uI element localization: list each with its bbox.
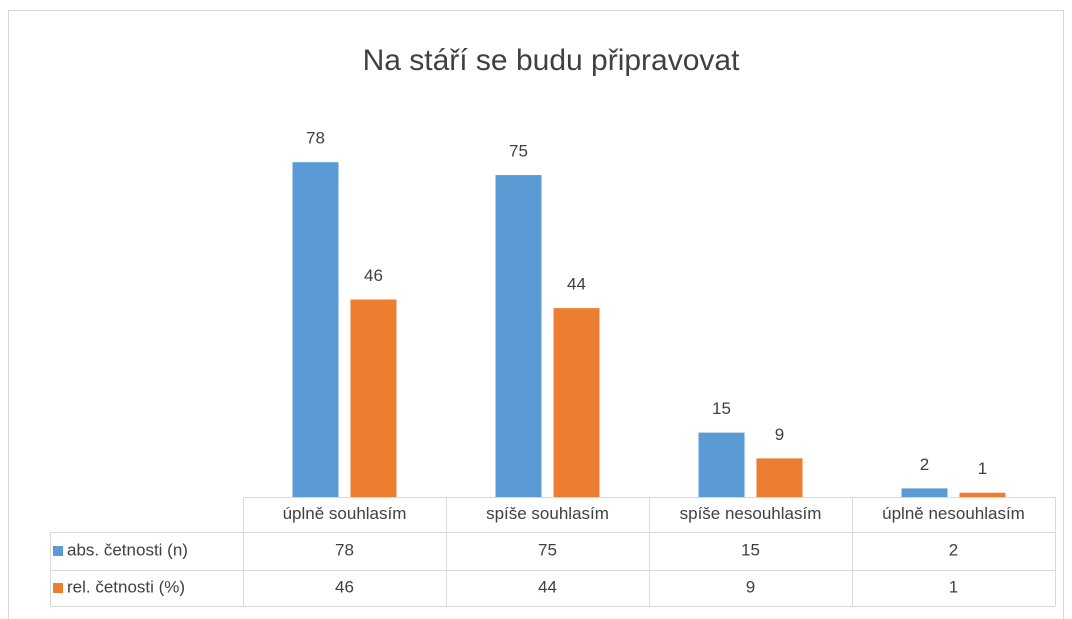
bar xyxy=(959,492,1006,497)
table-value: 75 xyxy=(538,540,557,559)
data-label: 78 xyxy=(306,129,325,148)
table-value: 9 xyxy=(746,577,755,596)
x-tick-label: úplně souhlasím xyxy=(283,504,407,523)
table-value: 15 xyxy=(741,540,760,559)
bar xyxy=(495,175,542,497)
data-label: 2 xyxy=(920,455,929,474)
data-label: 9 xyxy=(775,425,784,444)
bar xyxy=(698,432,745,497)
table-value: 2 xyxy=(949,540,958,559)
legend-key xyxy=(53,583,63,593)
table-value: 44 xyxy=(538,577,557,596)
bar xyxy=(901,488,948,497)
x-tick-label: úplně nesouhlasím xyxy=(882,504,1025,523)
table-value: 78 xyxy=(335,540,354,559)
x-tick-label: spíše nesouhlasím xyxy=(680,504,822,523)
legend-label: abs. četnosti (n) xyxy=(67,540,188,559)
data-label: 44 xyxy=(567,275,586,294)
x-tick-label: spíše souhlasím xyxy=(486,504,609,523)
data-label: 46 xyxy=(364,266,383,285)
legend-key xyxy=(53,546,63,556)
data-label: 1 xyxy=(978,459,987,478)
bar xyxy=(553,308,600,497)
data-label: 75 xyxy=(509,142,528,161)
bar xyxy=(756,458,803,497)
data-label: 15 xyxy=(712,399,731,418)
bar xyxy=(350,299,397,497)
chart-title: Na stáří se budu připravovat xyxy=(363,44,741,77)
bar xyxy=(292,162,339,497)
table-value: 46 xyxy=(335,577,354,596)
legend-label: rel. četnosti (%) xyxy=(67,577,185,596)
chart-border xyxy=(8,10,1064,619)
table-value: 1 xyxy=(949,577,958,596)
